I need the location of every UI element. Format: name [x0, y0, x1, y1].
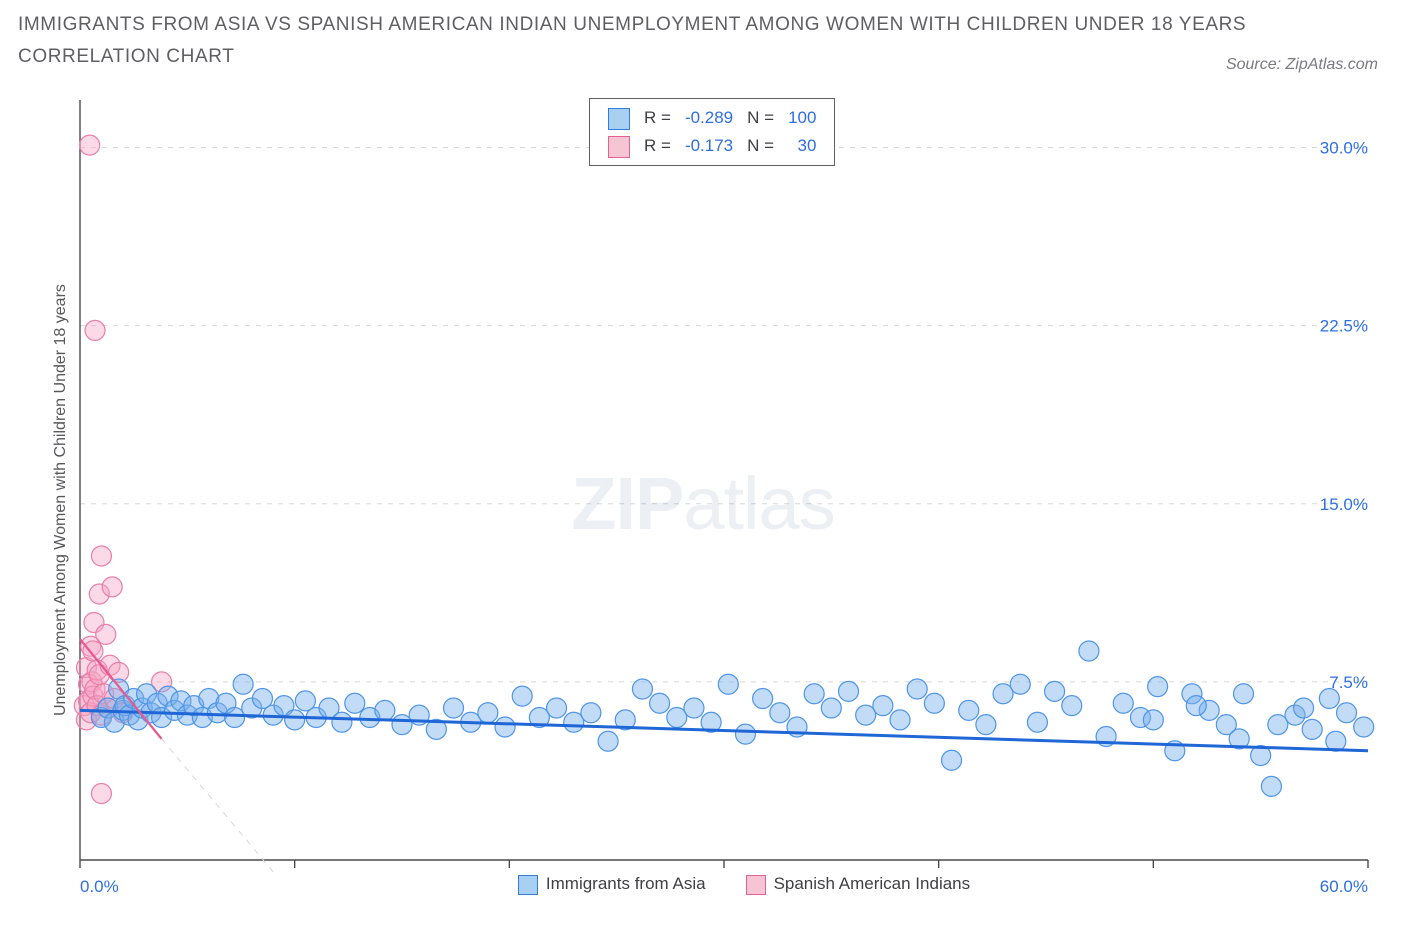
svg-text:7.5%: 7.5% — [1329, 673, 1368, 692]
source-label: Source: ZipAtlas.com — [1226, 56, 1378, 74]
svg-text:15.0%: 15.0% — [1320, 495, 1368, 514]
legend-label: Immigrants from Asia — [546, 874, 706, 893]
svg-text:30.0%: 30.0% — [1320, 139, 1368, 158]
legend-correlation-box: R =-0.289N =100R =-0.173N = 30 — [589, 98, 835, 166]
svg-text:60.0%: 60.0% — [1320, 877, 1368, 896]
y-axis-label: Unemployment Among Women with Children U… — [52, 284, 70, 716]
legend-series: Immigrants from Asia Spanish American Ind… — [518, 874, 1010, 895]
legend-swatch — [608, 136, 630, 158]
legend-swatch — [746, 875, 766, 895]
legend-swatch — [518, 875, 538, 895]
title-block: IMMIGRANTS FROM ASIA VS SPANISH AMERICAN… — [18, 14, 1246, 78]
svg-text:22.5%: 22.5% — [1320, 317, 1368, 336]
svg-text:0.0%: 0.0% — [80, 877, 119, 896]
chart-container: ZIPatlas 0.0%60.0%7.5%15.0%22.5%30.0% Un… — [18, 90, 1388, 920]
legend-label: Spanish American Indians — [774, 874, 971, 893]
scatter-chart: 0.0% 60.0% 7.5% 15.0% 22.5% 30.0% — [18, 90, 1388, 920]
title-line-2: CORRELATION CHART — [18, 46, 1246, 68]
legend-swatch — [608, 108, 630, 130]
title-line-1: IMMIGRANTS FROM ASIA VS SPANISH AMERICAN… — [18, 14, 1246, 36]
